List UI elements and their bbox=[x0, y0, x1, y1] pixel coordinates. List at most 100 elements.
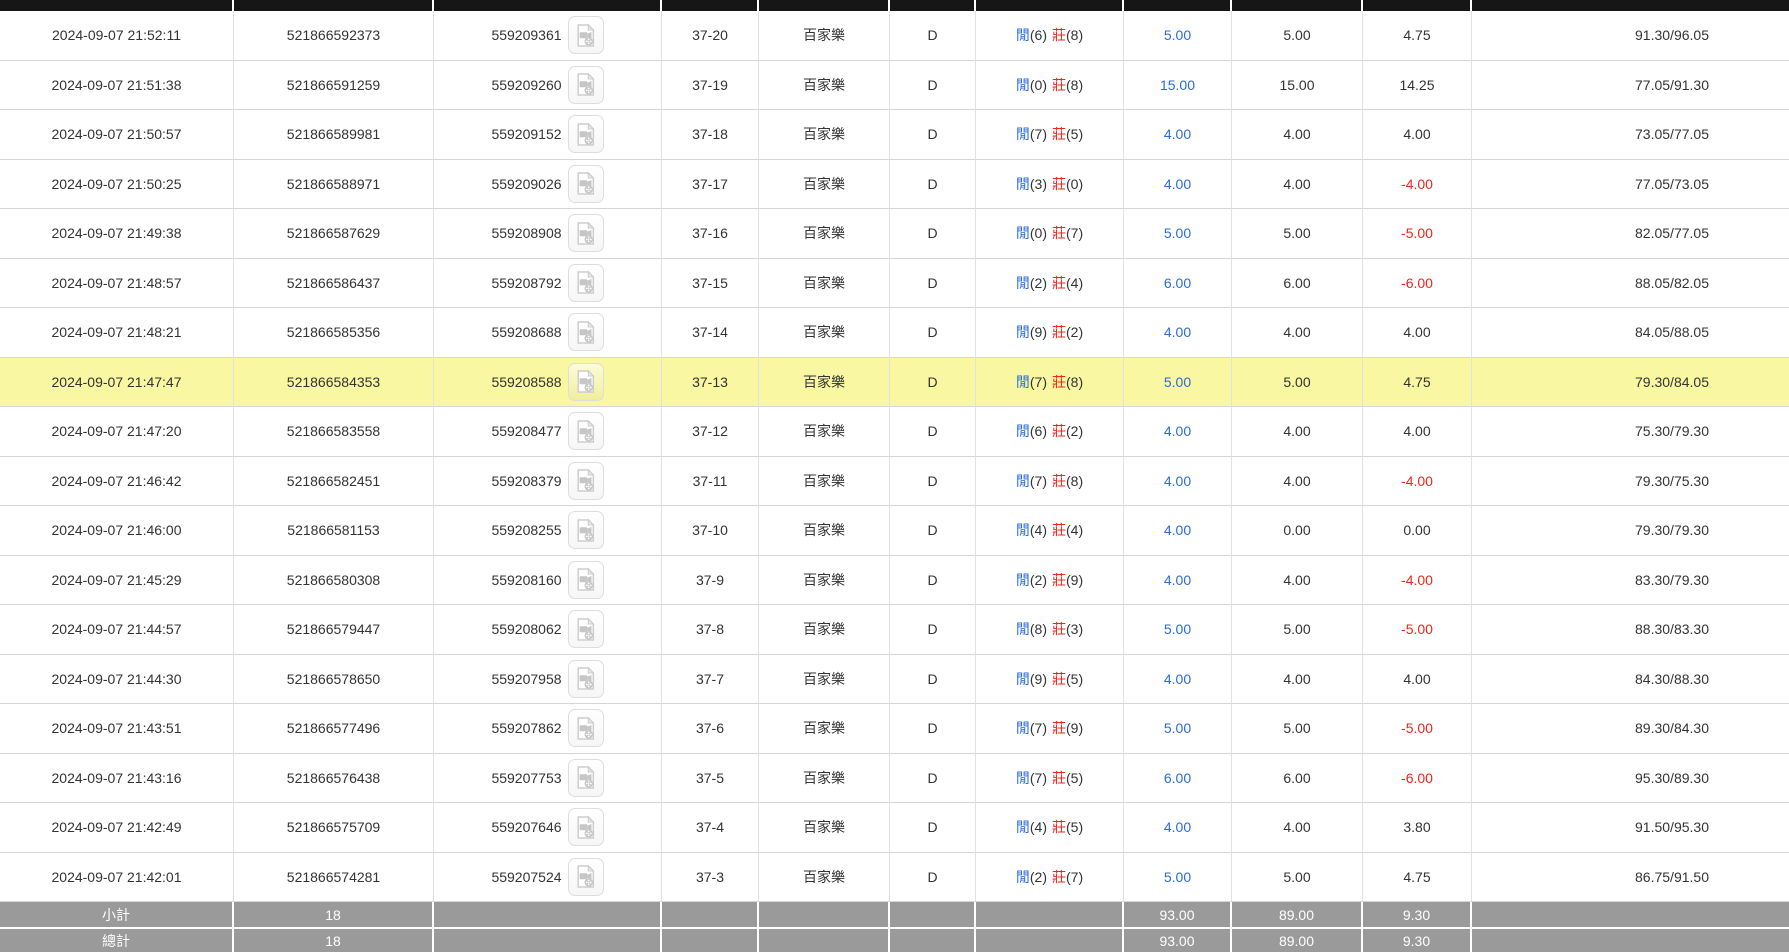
video-replay-button[interactable] bbox=[567, 214, 604, 253]
valid-bet: 4.00 bbox=[1124, 308, 1232, 358]
win-loss: 4.00 bbox=[1363, 110, 1472, 160]
banker-score: (9) bbox=[1066, 571, 1084, 588]
table-code: D bbox=[890, 605, 976, 655]
bet-amount: 4.00 bbox=[1232, 159, 1363, 209]
subtotal-valid-bet: 93.00 bbox=[1124, 902, 1232, 927]
header-cell-game-type bbox=[759, 0, 890, 11]
player-label: 閒 bbox=[1015, 868, 1030, 885]
game-id: 559208062 bbox=[491, 621, 562, 638]
table-code: D bbox=[890, 753, 976, 803]
balance: 88.30/83.30 bbox=[1472, 605, 1789, 655]
win-loss: 4.75 bbox=[1363, 357, 1472, 407]
game-id: 559208688 bbox=[491, 324, 562, 341]
banker-score: (9) bbox=[1066, 720, 1084, 737]
video-file-icon bbox=[577, 72, 595, 97]
table-row: 2024-09-07 21:44:57 521866579447 5592080… bbox=[0, 605, 1789, 655]
banker-label: 莊 bbox=[1052, 225, 1066, 242]
table-code: D bbox=[890, 654, 976, 704]
video-replay-button[interactable] bbox=[567, 313, 604, 352]
player-label: 閒 bbox=[1015, 76, 1030, 93]
table-footer: 小計 18 93.00 89.00 9.30 總計 18 93 bbox=[0, 902, 1789, 952]
bet-id: 521866579447 bbox=[234, 605, 434, 655]
header-cell-valid-bet bbox=[1124, 0, 1232, 11]
game-id: 559209152 bbox=[491, 126, 562, 143]
win-loss: 4.00 bbox=[1363, 308, 1472, 358]
header-cell-table bbox=[890, 0, 976, 11]
bet-id: 521866592373 bbox=[234, 11, 434, 61]
video-replay-button[interactable] bbox=[567, 263, 604, 302]
bet-time: 2024-09-07 21:46:00 bbox=[0, 506, 234, 556]
bet-id: 521866575709 bbox=[234, 803, 434, 853]
table-code: D bbox=[890, 110, 976, 160]
round-number: 37-11 bbox=[662, 456, 759, 506]
video-replay-button[interactable] bbox=[567, 461, 604, 500]
header-cell-time bbox=[0, 0, 234, 11]
banker-label: 莊 bbox=[1052, 472, 1066, 489]
video-replay-button[interactable] bbox=[567, 857, 604, 896]
total-count: 18 bbox=[234, 927, 434, 952]
game-id-cell: 559208588 bbox=[434, 357, 662, 407]
bet-id: 521866574281 bbox=[234, 852, 434, 902]
player-score: (6) bbox=[1029, 423, 1047, 440]
table-code: D bbox=[890, 407, 976, 457]
game-result: 閒(0) 莊(7) bbox=[976, 209, 1124, 259]
balance: 82.05/77.05 bbox=[1472, 209, 1789, 259]
banker-label: 莊 bbox=[1052, 621, 1066, 638]
total-empty-cell bbox=[890, 927, 976, 952]
video-replay-button[interactable] bbox=[567, 362, 604, 401]
win-loss: -6.00 bbox=[1363, 753, 1472, 803]
video-replay-button[interactable] bbox=[567, 808, 604, 847]
table-row: 2024-09-07 21:48:21 521866585356 5592086… bbox=[0, 308, 1789, 358]
video-replay-button[interactable] bbox=[567, 164, 604, 203]
video-replay-button[interactable] bbox=[567, 16, 604, 55]
video-file-icon bbox=[577, 23, 595, 47]
game-id: 559208908 bbox=[491, 225, 562, 242]
round-number: 37-12 bbox=[662, 407, 759, 457]
game-result: 閒(2) 莊(9) bbox=[976, 555, 1124, 605]
game-id: 559208379 bbox=[491, 472, 562, 489]
table-code: D bbox=[890, 60, 976, 110]
banker-score: (4) bbox=[1066, 274, 1084, 291]
round-number: 37-10 bbox=[662, 506, 759, 556]
player-score: (7) bbox=[1029, 126, 1047, 143]
table-code: D bbox=[890, 11, 976, 61]
video-replay-button[interactable] bbox=[567, 709, 604, 748]
player-label: 閒 bbox=[1015, 175, 1030, 192]
game-id-cell: 559208792 bbox=[434, 258, 662, 308]
game-id: 559208792 bbox=[491, 274, 562, 291]
video-replay-button[interactable] bbox=[567, 511, 604, 550]
video-replay-button[interactable] bbox=[567, 412, 604, 451]
video-replay-button[interactable] bbox=[567, 758, 604, 797]
total-empty-cell bbox=[759, 927, 890, 952]
bet-time: 2024-09-07 21:44:57 bbox=[0, 605, 234, 655]
game-id-cell: 559208477 bbox=[434, 407, 662, 457]
video-file-icon bbox=[577, 270, 595, 295]
video-file-icon bbox=[577, 617, 595, 641]
game-result: 閒(7) 莊(8) bbox=[976, 456, 1124, 506]
video-replay-button[interactable] bbox=[567, 659, 604, 698]
video-replay-button[interactable] bbox=[567, 65, 604, 104]
subtotal-count: 18 bbox=[234, 902, 434, 927]
round-number: 37-13 bbox=[662, 357, 759, 407]
game-result: 閒(4) 莊(4) bbox=[976, 506, 1124, 556]
banker-score: (8) bbox=[1066, 76, 1084, 93]
player-score: (0) bbox=[1029, 76, 1047, 93]
valid-bet: 4.00 bbox=[1124, 456, 1232, 506]
video-file-icon bbox=[577, 666, 595, 691]
total-empty-cell bbox=[434, 927, 662, 952]
video-replay-button[interactable] bbox=[567, 610, 604, 649]
game-type: 百家樂 bbox=[759, 159, 890, 209]
game-type: 百家樂 bbox=[759, 506, 890, 556]
bet-time: 2024-09-07 21:49:38 bbox=[0, 209, 234, 259]
game-id-cell: 559207524 bbox=[434, 852, 662, 902]
game-type: 百家樂 bbox=[759, 605, 890, 655]
video-replay-button[interactable] bbox=[567, 115, 604, 154]
bet-id: 521866583558 bbox=[234, 407, 434, 457]
game-result: 閒(2) 莊(4) bbox=[976, 258, 1124, 308]
game-id-cell: 559207862 bbox=[434, 704, 662, 754]
bet-amount: 0.00 bbox=[1232, 506, 1363, 556]
banker-score: (5) bbox=[1066, 126, 1084, 143]
video-replay-button[interactable] bbox=[567, 560, 604, 599]
game-type: 百家樂 bbox=[759, 407, 890, 457]
